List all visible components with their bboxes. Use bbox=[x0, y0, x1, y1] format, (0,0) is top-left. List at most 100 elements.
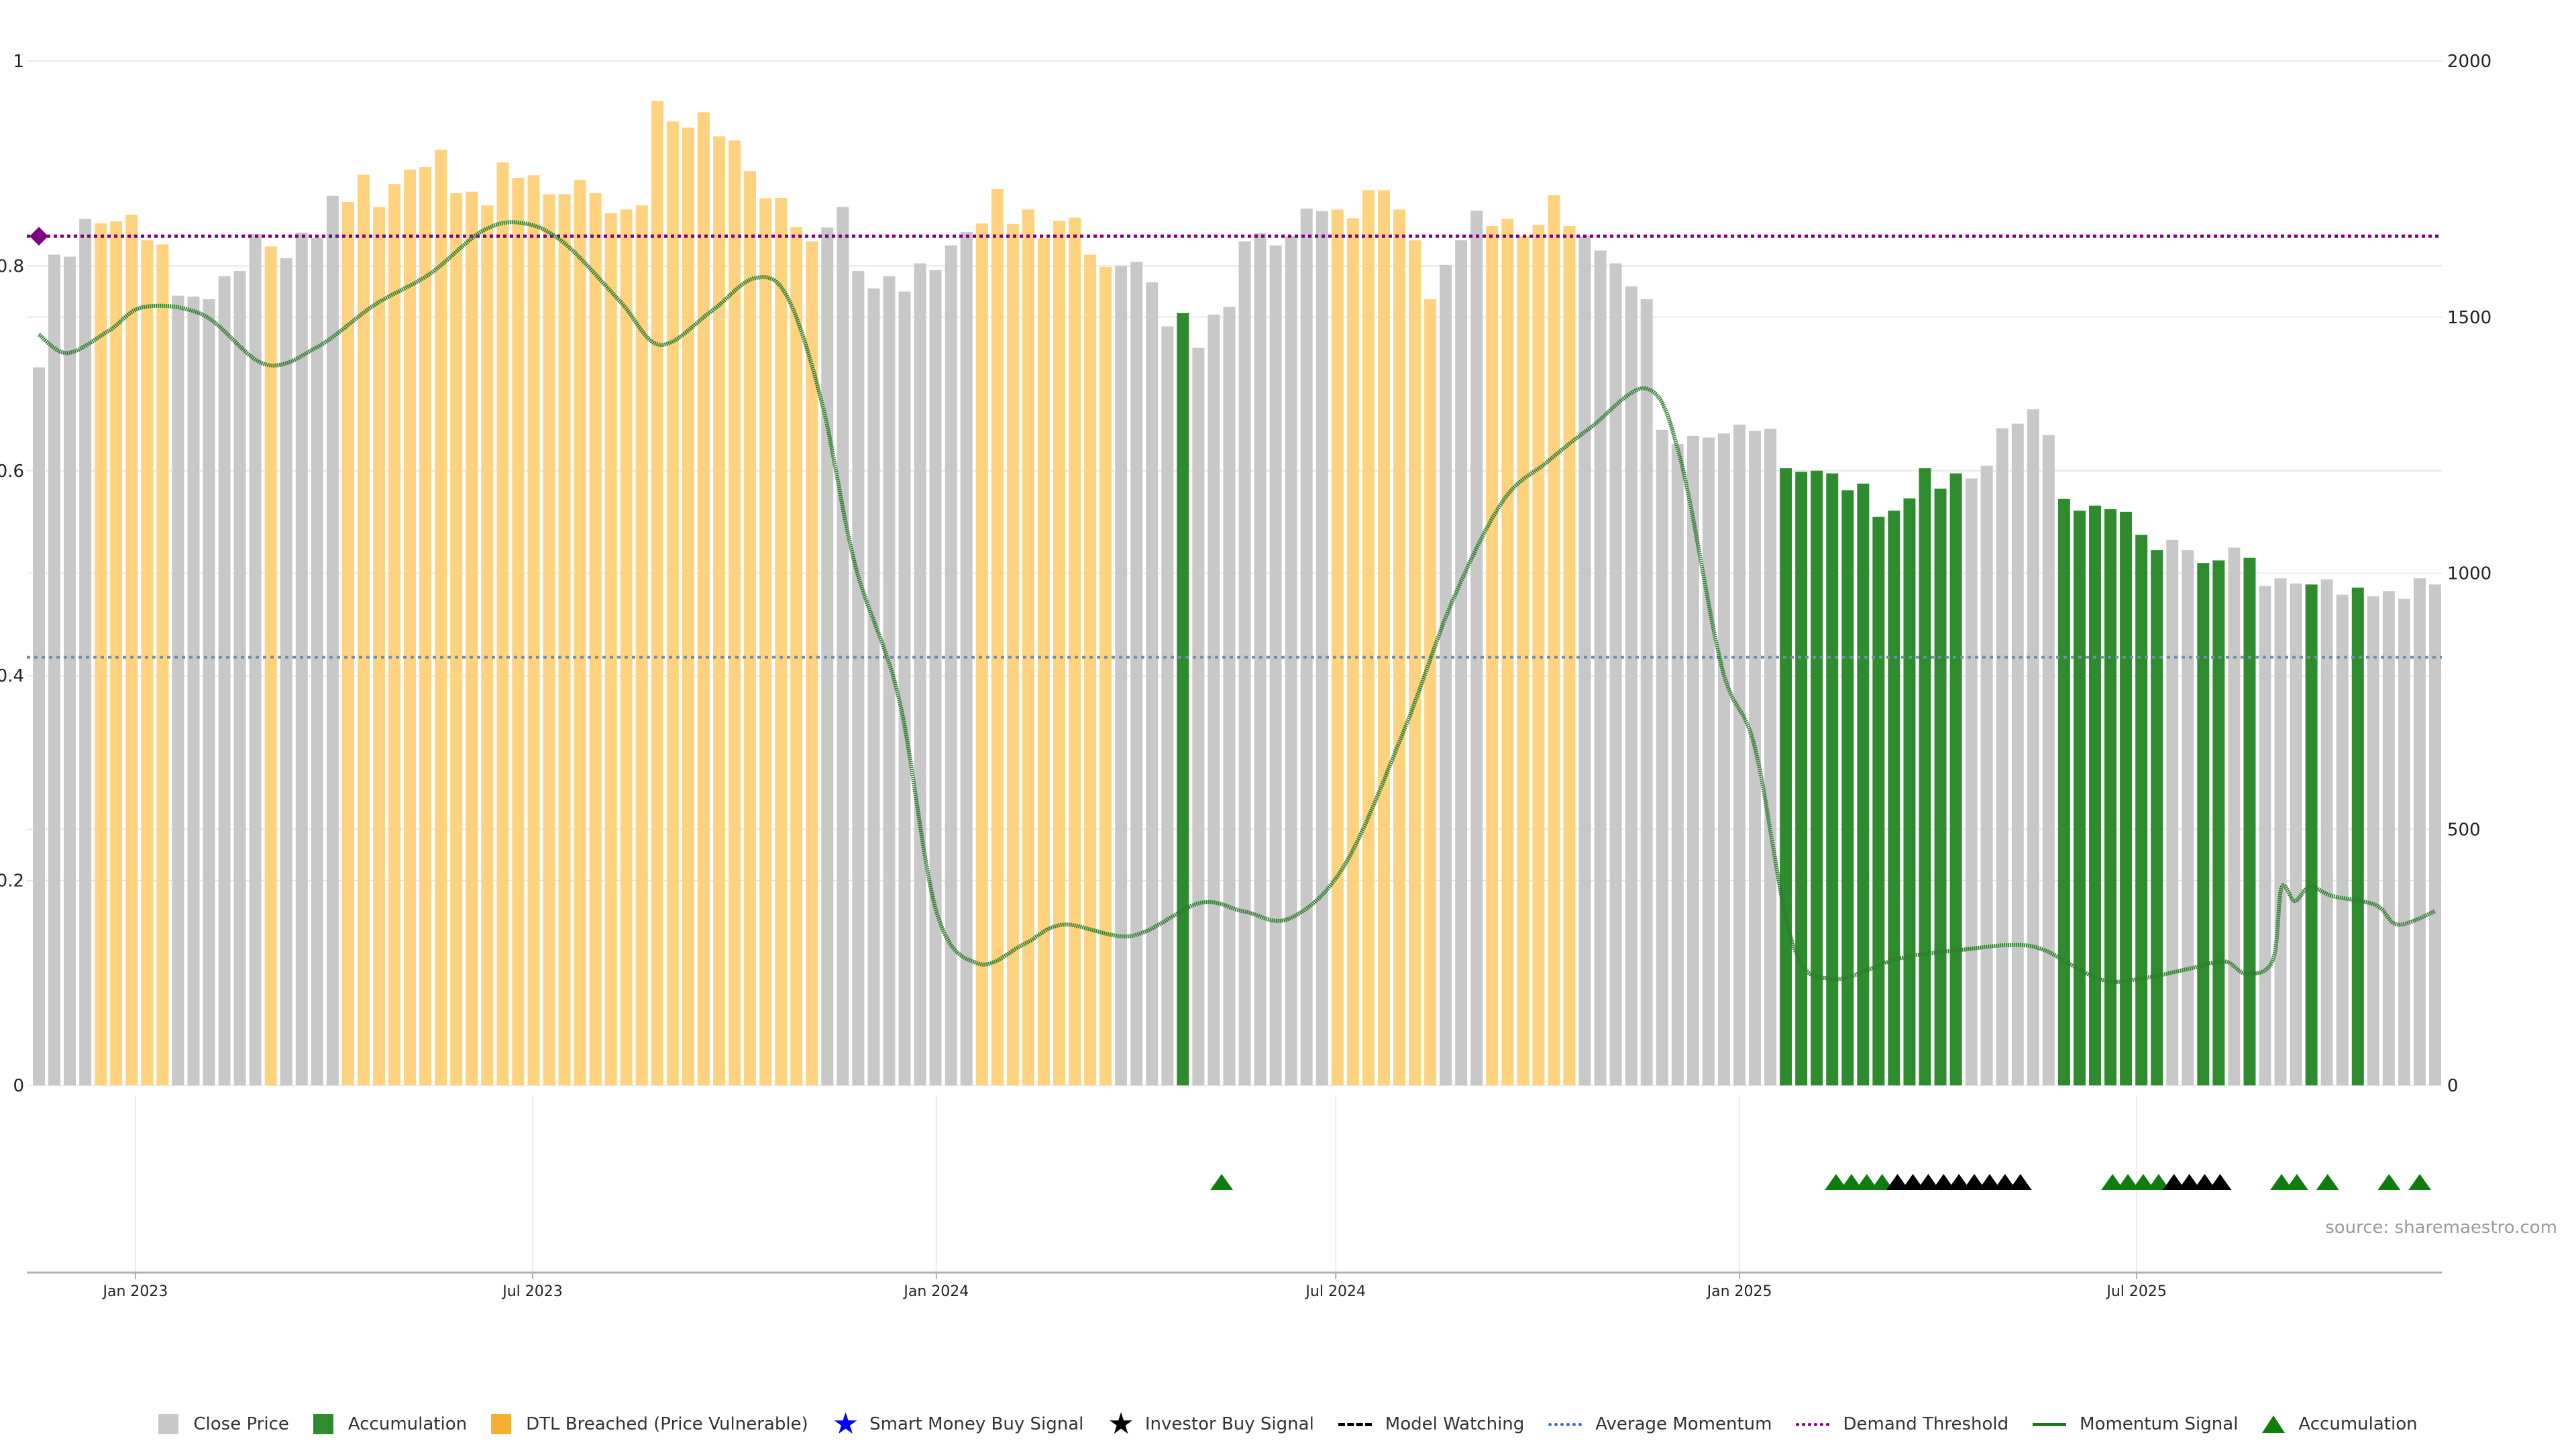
price-bar bbox=[496, 162, 509, 1086]
price-bar bbox=[388, 184, 401, 1085]
price-bar bbox=[898, 291, 911, 1086]
price-bar bbox=[759, 198, 772, 1085]
accumulation-triangle bbox=[2285, 1174, 2308, 1190]
price-bar bbox=[1161, 326, 1174, 1085]
bar-layer bbox=[33, 101, 2441, 1086]
price-bar bbox=[341, 201, 354, 1085]
accumulation-triangle bbox=[2116, 1174, 2140, 1190]
accumulation-triangle bbox=[2131, 1174, 2155, 1190]
legend-item: Accumulation bbox=[313, 1414, 467, 1434]
momentum-signal-line bbox=[38, 220, 2436, 984]
price-bar bbox=[1841, 490, 1854, 1085]
price-bar bbox=[1949, 473, 1962, 1085]
price-bar bbox=[172, 295, 184, 1086]
marker-layer bbox=[30, 227, 2432, 1190]
price-bar bbox=[1919, 468, 1931, 1085]
accumulation-triangle bbox=[2408, 1174, 2432, 1190]
price-bar bbox=[1470, 210, 1483, 1085]
price-bar bbox=[1811, 470, 1823, 1085]
price-bar bbox=[1548, 195, 1560, 1085]
price-bar bbox=[883, 276, 896, 1085]
price-bar bbox=[1609, 263, 1622, 1085]
star-icon: ★ bbox=[1108, 1407, 1134, 1441]
accumulation-triangle bbox=[2270, 1174, 2294, 1190]
price-bar bbox=[1099, 266, 1112, 1085]
price-bar bbox=[1996, 428, 2008, 1085]
price-bar bbox=[2274, 578, 2287, 1085]
legend-item: DTL Breached (Price Vulnerable) bbox=[491, 1414, 808, 1434]
price-bar bbox=[125, 215, 138, 1085]
triangle-icon bbox=[2262, 1415, 2286, 1433]
price-bar bbox=[2290, 583, 2302, 1085]
axis-layer: Jan 2023 Jul 2023 Jan 2024 Jul 2024 Jan 2025… bbox=[0, 52, 2491, 1300]
price-bar bbox=[1501, 219, 1514, 1086]
price-bar bbox=[1238, 241, 1251, 1086]
price-bar bbox=[1625, 286, 1638, 1086]
investor-buy-marker bbox=[2162, 1174, 2186, 1190]
price-bar bbox=[187, 297, 200, 1086]
x-tick-label: Jul 2024 bbox=[1304, 1283, 1366, 1300]
accumulation-triangle bbox=[1210, 1174, 1234, 1190]
price-bar bbox=[79, 219, 92, 1086]
price-bar bbox=[635, 205, 648, 1085]
right-tick-label: 0 bbox=[2447, 1076, 2459, 1096]
investor-buy-marker bbox=[1963, 1174, 1986, 1190]
legend-item: Momentum Signal bbox=[2033, 1414, 2238, 1434]
price-bar bbox=[2305, 584, 2318, 1085]
price-bar bbox=[2027, 409, 2039, 1085]
price-bar bbox=[2135, 535, 2148, 1085]
price-bar bbox=[2243, 557, 2256, 1085]
price-bar bbox=[419, 167, 432, 1086]
price-bar bbox=[1686, 435, 1699, 1085]
price-bar bbox=[1702, 437, 1715, 1085]
legend-item: Close Price bbox=[158, 1414, 289, 1434]
legend-item: Average Momentum bbox=[1548, 1414, 1772, 1434]
legend-swatch bbox=[491, 1414, 512, 1434]
price-bar bbox=[929, 270, 942, 1085]
price-bar bbox=[2151, 550, 2163, 1085]
accumulation-triangle bbox=[1839, 1174, 1863, 1190]
price-bar bbox=[2413, 578, 2426, 1085]
legend-item: Model Watching bbox=[1338, 1414, 1524, 1434]
price-bar bbox=[1285, 236, 1297, 1086]
accumulation-triangle bbox=[2377, 1174, 2401, 1190]
legend-line-icon bbox=[2033, 1422, 2067, 1426]
price-bar bbox=[651, 101, 663, 1086]
price-bar bbox=[1377, 190, 1390, 1086]
investor-buy-marker bbox=[2178, 1174, 2201, 1190]
price-bar bbox=[682, 127, 694, 1085]
price-bar bbox=[233, 271, 246, 1085]
price-bar bbox=[729, 140, 741, 1085]
price-bar bbox=[666, 121, 679, 1085]
price-bar bbox=[2182, 550, 2194, 1085]
investor-buy-marker bbox=[2008, 1174, 2032, 1190]
price-bar bbox=[95, 223, 107, 1085]
price-bar bbox=[2429, 584, 2441, 1085]
price-bar bbox=[1037, 238, 1050, 1085]
legend: Close Price Accumulation DTL Breached (Pri… bbox=[0, 1407, 2576, 1441]
legend-swatch bbox=[313, 1414, 333, 1434]
price-bar bbox=[2042, 435, 2055, 1085]
legend-line-icon bbox=[1338, 1422, 1372, 1426]
legend-item: Demand Threshold bbox=[1796, 1414, 2008, 1434]
price-bar bbox=[975, 223, 988, 1085]
investor-buy-marker bbox=[1947, 1174, 1971, 1190]
price-bar bbox=[1733, 425, 1746, 1085]
price-bar bbox=[512, 178, 525, 1085]
price-bar bbox=[914, 263, 926, 1085]
price-bar bbox=[2259, 586, 2271, 1085]
price-bar bbox=[110, 221, 123, 1086]
price-bar bbox=[1888, 511, 1900, 1085]
price-bar bbox=[2367, 596, 2379, 1085]
price-bar bbox=[1331, 209, 1344, 1085]
legend-line-icon bbox=[1796, 1422, 1830, 1426]
price-bar bbox=[1208, 314, 1220, 1085]
price-bar bbox=[2351, 587, 2364, 1085]
price-bar bbox=[574, 180, 586, 1086]
x-tick-label: Jan 2023 bbox=[101, 1283, 168, 1300]
price-bar bbox=[64, 256, 76, 1086]
price-bar bbox=[1934, 488, 1947, 1085]
price-bar bbox=[1532, 225, 1545, 1085]
price-bar bbox=[775, 197, 788, 1085]
price-bar bbox=[1826, 473, 1839, 1085]
